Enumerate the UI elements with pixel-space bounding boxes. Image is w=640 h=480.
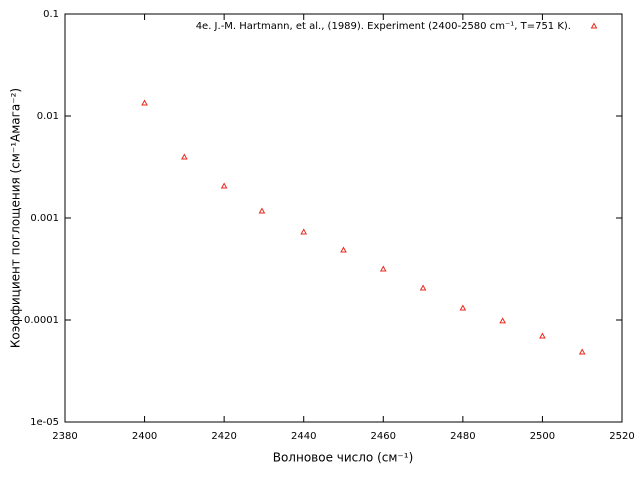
y-tick-label: 1e-05 <box>30 417 59 428</box>
point <box>141 99 148 106</box>
point <box>459 304 467 311</box>
x-tick-label: 2440 <box>291 431 316 442</box>
point <box>300 228 308 235</box>
plot-frame <box>64 13 623 423</box>
y-tick-label: 0.01 <box>37 111 59 122</box>
y-axis-title: Коэффициент поглощения (см⁻¹Амага⁻²) <box>9 88 23 348</box>
point <box>419 284 427 291</box>
y-tick-label: 0.1 <box>43 9 59 20</box>
point <box>539 332 546 339</box>
legend-label: 4e. J.-M. Hartmann, et al., (1989). Expe… <box>196 21 571 32</box>
x-tick-label: 2400 <box>132 431 157 442</box>
point <box>499 317 506 324</box>
x-tick-label: 2520 <box>609 431 634 442</box>
x-tick-label: 2480 <box>450 431 475 442</box>
point <box>379 265 387 272</box>
legend-marker <box>590 22 598 29</box>
x-tick-label: 2500 <box>530 431 555 442</box>
point <box>181 153 188 160</box>
point <box>258 207 266 214</box>
point <box>220 182 228 189</box>
y-tick-label: 0.0001 <box>24 315 59 326</box>
x-axis-title: Волновое число (см⁻¹) <box>273 451 414 465</box>
x-tick-label: 2380 <box>52 431 77 442</box>
x-tick-label: 2460 <box>371 431 396 442</box>
y-tick-label: 0.001 <box>30 213 59 224</box>
point <box>340 246 347 253</box>
point <box>578 348 586 355</box>
x-tick-label: 2420 <box>211 431 236 442</box>
